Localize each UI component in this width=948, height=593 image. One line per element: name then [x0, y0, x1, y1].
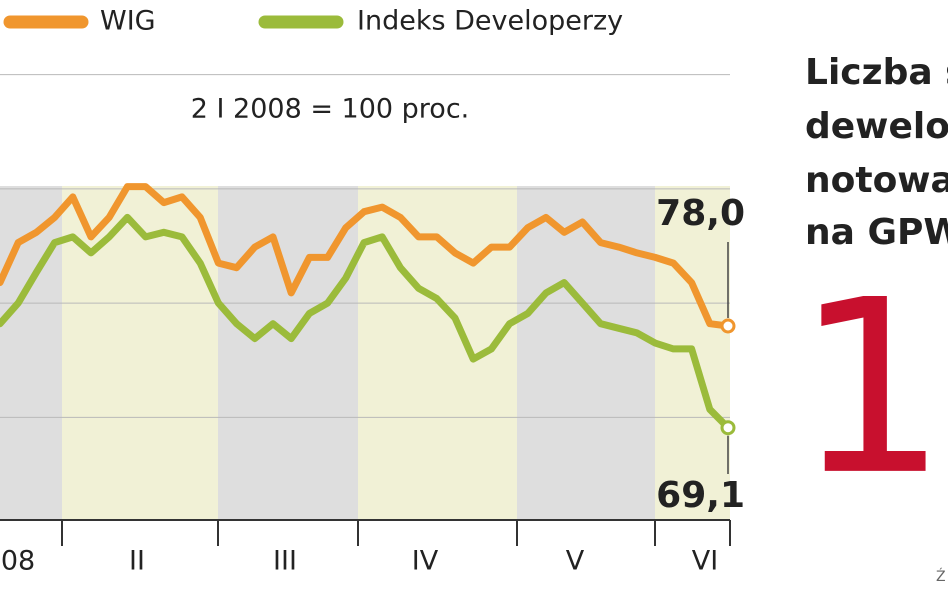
x-tick-label: III: [273, 546, 297, 577]
month-band: [517, 186, 655, 520]
chart-subtitle: 2 I 2008 = 100 proc.: [191, 94, 470, 125]
side-text: Liczba s: [805, 52, 948, 93]
end-point: [720, 318, 736, 334]
legend-label: Indeks Developerzy: [357, 6, 623, 37]
x-tick-label: V: [566, 546, 585, 577]
legend-label: WIG: [100, 6, 156, 37]
big-number: 1: [795, 248, 948, 528]
side-text: na GPW: [805, 212, 948, 253]
series-line: [0, 183, 732, 330]
x-tick-label: IV: [412, 546, 439, 577]
month-band: [62, 186, 218, 520]
x-tick-label: 08: [1, 546, 35, 577]
side-text: dewelop: [805, 106, 948, 147]
data-label: 69,1: [656, 475, 745, 516]
x-tick-label: II: [129, 546, 145, 577]
x-tick-label: VI: [692, 546, 718, 577]
end-point: [720, 420, 736, 436]
side-text: notowar: [805, 160, 948, 201]
data-label: 78,0: [656, 193, 745, 234]
series-line: [0, 213, 732, 432]
source: Ź: [936, 567, 946, 585]
